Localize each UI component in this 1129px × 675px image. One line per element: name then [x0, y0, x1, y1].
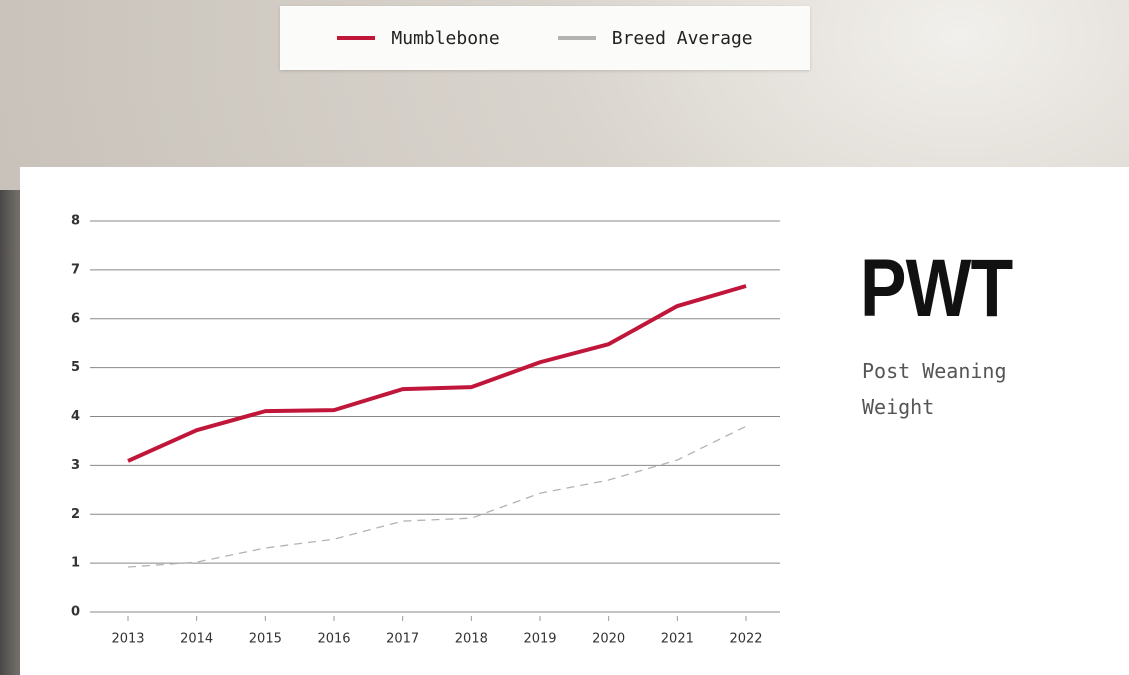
y-tick-label: 0	[71, 605, 80, 620]
series-line	[127, 425, 747, 568]
legend-swatch	[337, 36, 376, 40]
legend-item: Mumblebone	[337, 27, 500, 49]
x-tick-label: 2019	[523, 632, 556, 647]
y-tick-label: 8	[71, 214, 80, 229]
legend-label: Mumblebone	[391, 27, 500, 49]
y-tick-label: 6	[71, 311, 80, 326]
x-tick-label: 2017	[386, 632, 419, 647]
chart: 0 1 2 3 4 5 6 7 8 2013 2014 2015 2016 2017 2018 2019 202…	[71, 214, 780, 647]
y-tick-label: 3	[71, 458, 80, 473]
y-tick-label: 1	[71, 556, 80, 571]
x-tick-label: 2018	[455, 632, 488, 647]
x-tick-label: 2016	[317, 632, 350, 647]
x-tick-label: 2022	[729, 632, 762, 647]
x-tick-label: 2015	[249, 632, 282, 647]
chart-subtitle: Post Weaning Weight	[862, 359, 1007, 419]
series-line	[127, 284, 747, 463]
y-tick-label: 4	[71, 409, 80, 424]
legend: Mumblebone Breed Average	[280, 6, 810, 70]
x-tick-label: 2013	[111, 632, 144, 647]
legend-label: Breed Average	[611, 27, 753, 49]
x-tick-label: 2020	[592, 632, 625, 647]
x-tick-label: 2021	[661, 632, 694, 647]
y-tick-label: 2	[71, 507, 80, 522]
legend-item: Breed Average	[557, 27, 753, 49]
x-tick-label: 2014	[180, 632, 213, 647]
chart-title: PWT	[860, 243, 1013, 334]
y-tick-label: 7	[71, 262, 80, 277]
chart-card: 0 1 2 3 4 5 6 7 8 2013 2014 2015 2016 2017 2018 2019 202…	[20, 167, 1129, 675]
legend-swatch	[557, 36, 596, 40]
y-tick-label: 5	[71, 360, 80, 375]
